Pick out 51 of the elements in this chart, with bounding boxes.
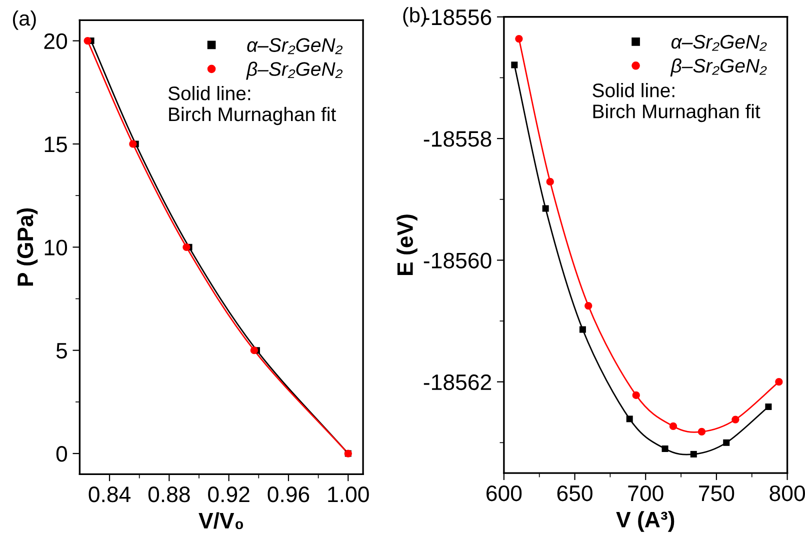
x-tick-label: 750 (699, 485, 734, 502)
y-axis-title: P (GPa) (16, 208, 38, 286)
point (626, 416, 633, 422)
legend-label: α–Sr₂GeN₂ (247, 38, 343, 54)
x-tick-label: 600 (486, 485, 522, 502)
x-tick-label: 0.84 (88, 486, 130, 502)
point (584, 302, 592, 310)
x-axis-title: V/V₀ (198, 512, 244, 530)
point (775, 378, 783, 386)
point (723, 439, 730, 446)
point (632, 391, 640, 400)
x-tick-label: 800 (770, 485, 805, 502)
point (511, 62, 518, 68)
point (669, 422, 678, 430)
chart-title: (a) (12, 10, 36, 30)
point (690, 450, 697, 458)
point (579, 326, 586, 333)
x-tick-label: 0.92 (208, 486, 250, 502)
annotation: Solid line: Birch Murnaghan fit (592, 83, 760, 122)
y-tick-label: 20 (44, 33, 68, 50)
x-tick-label: 0.88 (148, 486, 190, 502)
x-tick-label: 650 (557, 485, 592, 502)
y-tick-label: 5 (56, 343, 67, 359)
point (732, 416, 740, 424)
y-tick-label: 10 (44, 240, 68, 256)
x-tick-label: 1.00 (328, 486, 369, 502)
x-tick-label: 700 (628, 485, 664, 502)
point (546, 178, 554, 186)
point (542, 205, 549, 212)
y-tick-label: -18556 (424, 9, 492, 26)
legend-label: β–Sr₂GeN₂ (246, 62, 343, 80)
point (84, 36, 92, 45)
legend-label: α–Sr₂GeN₂ (671, 34, 767, 51)
point (698, 428, 706, 436)
point (129, 140, 137, 148)
chart-title: (b) (403, 7, 426, 27)
y-tick-label: 15 (44, 136, 67, 152)
point (515, 34, 523, 43)
y-tick-label: -18562 (424, 374, 492, 390)
y-axis-title: E (eV) (396, 214, 418, 275)
annotation: Solid line: Birch Murnaghan fit (168, 86, 336, 126)
y-tick-label: -18560 (424, 252, 492, 268)
point (182, 243, 190, 251)
legend-label: β–Sr₂GeN₂ (670, 58, 767, 76)
y-tick-label: 0 (56, 446, 68, 462)
y-tick-label: -18558 (424, 131, 492, 147)
x-axis-title: V (A³) (616, 511, 674, 532)
x-tick-label: 0.96 (268, 486, 310, 502)
point (765, 404, 772, 410)
point (250, 346, 258, 354)
point (662, 445, 668, 452)
